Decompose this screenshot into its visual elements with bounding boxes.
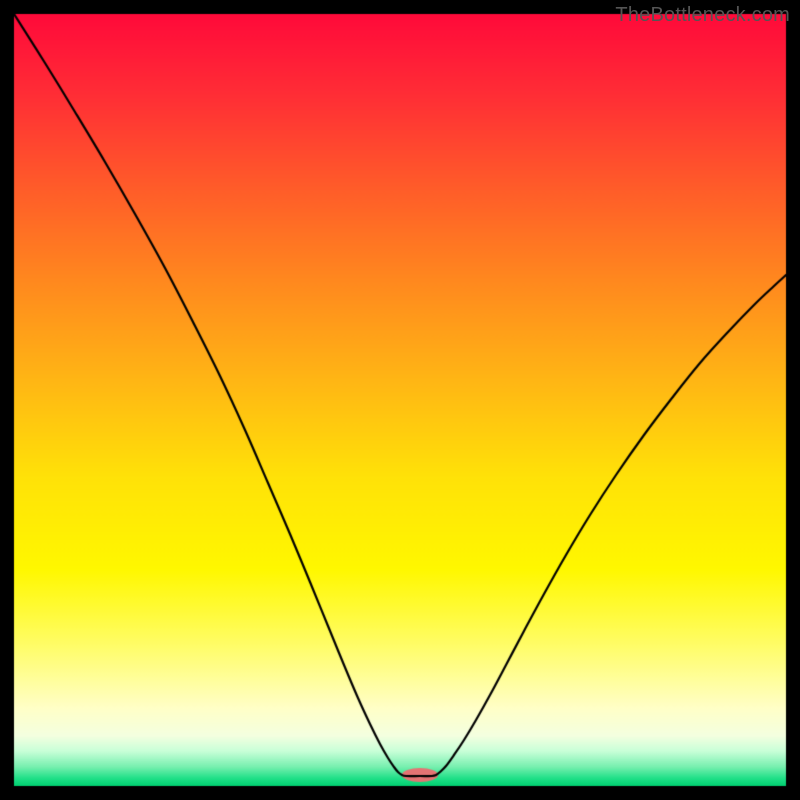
bottleneck-chart-canvas — [0, 0, 800, 800]
chart-stage: TheBottleneck.com — [0, 0, 800, 800]
